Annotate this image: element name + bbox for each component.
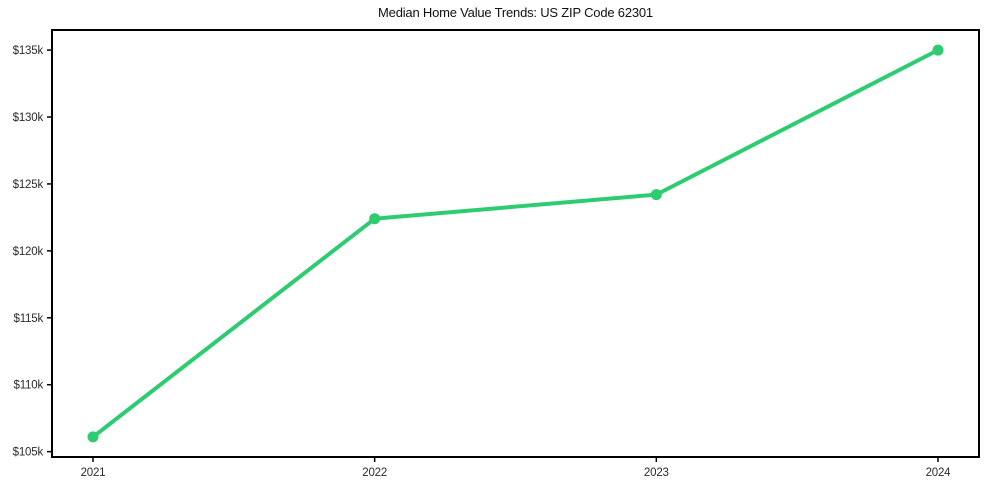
chart-title: Median Home Value Trends: US ZIP Code 62… [378, 5, 653, 20]
y-tick-label: $105k [13, 447, 44, 459]
y-tick-label: $125k [13, 179, 44, 191]
x-tick-label: 2023 [644, 467, 669, 479]
y-tick-label: $115k [14, 313, 44, 325]
x-tick-label: 2024 [926, 467, 952, 479]
y-tick-label: $130k [13, 112, 44, 124]
y-tick-label: $110k [14, 380, 44, 392]
x-tick-label: 2022 [362, 467, 387, 479]
series-line [91, 48, 940, 439]
y-tick-label: $135k [13, 45, 44, 57]
data-point-marker [650, 189, 662, 201]
data-point-marker [369, 213, 381, 225]
x-tick-label: 2021 [81, 467, 106, 479]
data-point-marker [932, 44, 944, 56]
y-tick-label: $120k [13, 246, 44, 258]
data-point-marker [87, 431, 99, 443]
axes-spines [51, 29, 980, 458]
